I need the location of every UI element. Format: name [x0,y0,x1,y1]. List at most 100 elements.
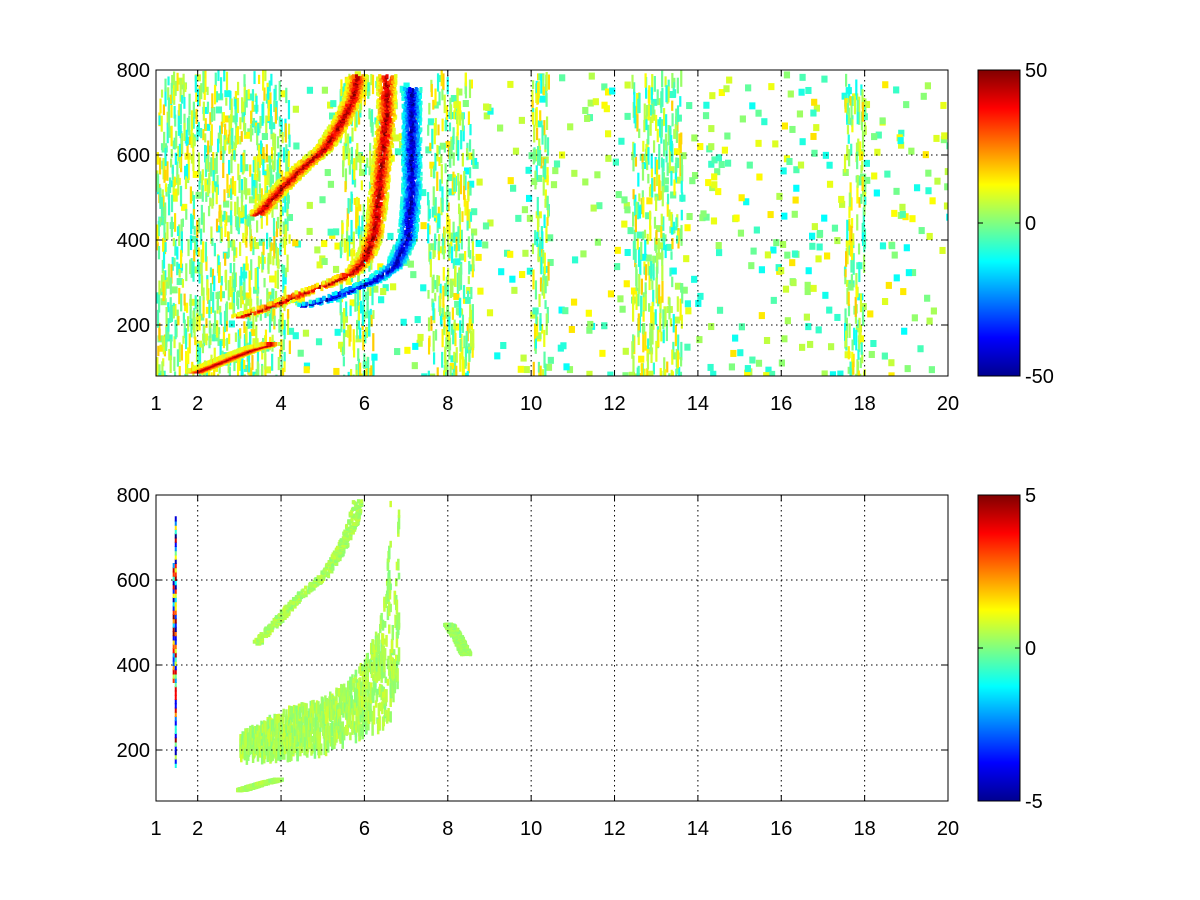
ridge-cell [358,246,362,251]
streak-cell [282,339,285,351]
streak-cell [173,257,176,267]
streak-cell [544,363,547,376]
streak-cell [434,88,437,106]
streak-cell [455,347,458,363]
streak-cell [258,183,261,194]
streak-cell [169,355,172,374]
ridge-cell [414,184,418,189]
ridge-cell [386,122,390,127]
noise-cell [226,215,233,223]
streak-cell [211,181,214,194]
noise-cell [925,169,932,177]
streak-cell [355,206,358,223]
ridge-cell [366,278,370,283]
streak-cell [367,196,370,212]
noise-cell [302,329,310,337]
noise-cell [494,352,501,360]
ridge-cell [391,131,395,136]
ridge-cell [390,91,394,96]
noise-cell [297,349,304,357]
streak-cell [456,87,459,105]
streak-cell [225,129,228,142]
noise-cell [652,255,659,263]
streak-cell [370,365,373,376]
noise-cell [944,183,948,191]
noise-cell [700,210,707,218]
noise-cell [420,189,427,197]
streak-cell [172,176,175,192]
ridge-cell [387,174,391,179]
streak-cell [288,340,291,355]
noise-cell [798,88,805,96]
noise-cell [943,202,948,210]
streak-cell [198,315,201,331]
ridge-cell [398,247,402,252]
ridge-cell [392,262,396,267]
ridge-cell [379,239,383,244]
noise-cell [925,187,932,195]
ridge-cell [411,180,415,185]
streak-cell [638,128,641,139]
streak-cell [847,291,850,306]
streak-cell [256,220,259,233]
streak-cell [180,231,183,253]
streak-cell [635,294,638,310]
ridge-cell [366,230,370,235]
streak-cell [859,141,862,161]
streak-cell [343,374,346,376]
noise-cell [845,239,852,247]
noise-cell [933,134,940,142]
streak-cell [675,348,678,368]
streak-cell [442,285,445,308]
streak-cell [223,189,226,202]
streak-cell [644,73,647,88]
ridge-cell [349,290,353,295]
streak-cell [681,192,684,202]
streak-cell [856,99,859,112]
streak-cell [273,231,276,252]
noise-cell [638,355,645,363]
streak-cell [242,232,245,243]
streak-cell [661,87,664,107]
streak-cell [206,279,209,301]
streak-cell [662,232,665,243]
ridge-cell [406,185,410,190]
streak-cell [648,186,652,197]
noise-cell [768,370,776,376]
streak-cell [542,74,545,95]
noise-cell [324,169,331,177]
ridge-cell [286,294,290,299]
streak-cell [347,198,350,214]
streak-cell [680,154,684,174]
streak-cell [541,369,545,376]
noise-cell [834,313,841,321]
streak-cell [194,336,197,346]
streak-cell [204,118,207,131]
ridge-cell [419,188,423,193]
streak-cell [340,312,343,333]
ridge-cell [417,183,421,188]
ridge-cell [385,125,389,130]
streak-cell [541,283,544,296]
streak-cell [224,223,227,238]
ridge-cell [408,190,412,195]
streak-cell [205,158,208,170]
noise-cell [543,265,550,273]
streak-cell [845,73,848,87]
ridge-cell [382,160,386,165]
ridge-cell [370,231,374,236]
ridge-cell [394,251,398,256]
noise-cell [371,353,378,361]
ridge-cell [364,227,368,232]
streak-cell [273,245,276,259]
streak-cell [539,318,542,331]
ridge-cell [402,124,406,129]
streak-cell [243,303,246,312]
streak-cell [468,79,472,99]
ridge-cell [385,113,389,118]
streak-cell [438,145,441,155]
ridge-cell [376,136,380,141]
streak-cell [643,322,646,335]
streak-cell [234,139,237,148]
ridge-cell [374,248,378,253]
